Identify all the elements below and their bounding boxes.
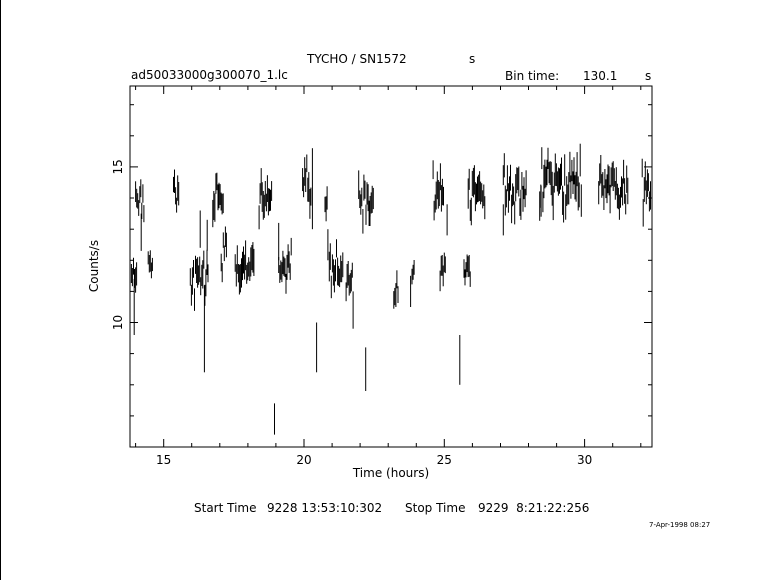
y-tick-label: 10 [111,315,125,330]
y-tick-label: 15 [111,159,125,174]
bin-time-value: 130.1 [583,69,618,83]
data-points [130,143,651,435]
left-border [0,0,1,580]
axis-ticks: 15 20 25 30 10 15 [111,86,652,467]
plot-frame [129,85,653,448]
bin-time-label: Bin time: [505,69,560,83]
x-tick-label: 20 [296,453,311,467]
stop-time-label: Stop Time [405,501,466,515]
plot-title: TYCHO / SN1572 [307,52,407,66]
file-name: ad50033000g300070_1.lc [131,68,288,82]
title-unit: s [469,52,476,66]
x-tick-label: 30 [577,453,592,467]
start-time-label: Start Time [194,501,257,515]
plot-timestamp: 7-Apr-1998 08:27 [649,521,711,529]
stop-time-value: 9229 8:21:22:256 [478,501,590,515]
y-axis-label: Counts/s [87,240,101,292]
x-tick-label: 15 [156,453,171,467]
x-axis-label: Time (hours) [352,466,429,480]
start-time-value: 9228 13:53:10:302 [267,501,383,515]
bin-time-unit: s [645,69,652,83]
x-tick-label: 25 [437,453,452,467]
